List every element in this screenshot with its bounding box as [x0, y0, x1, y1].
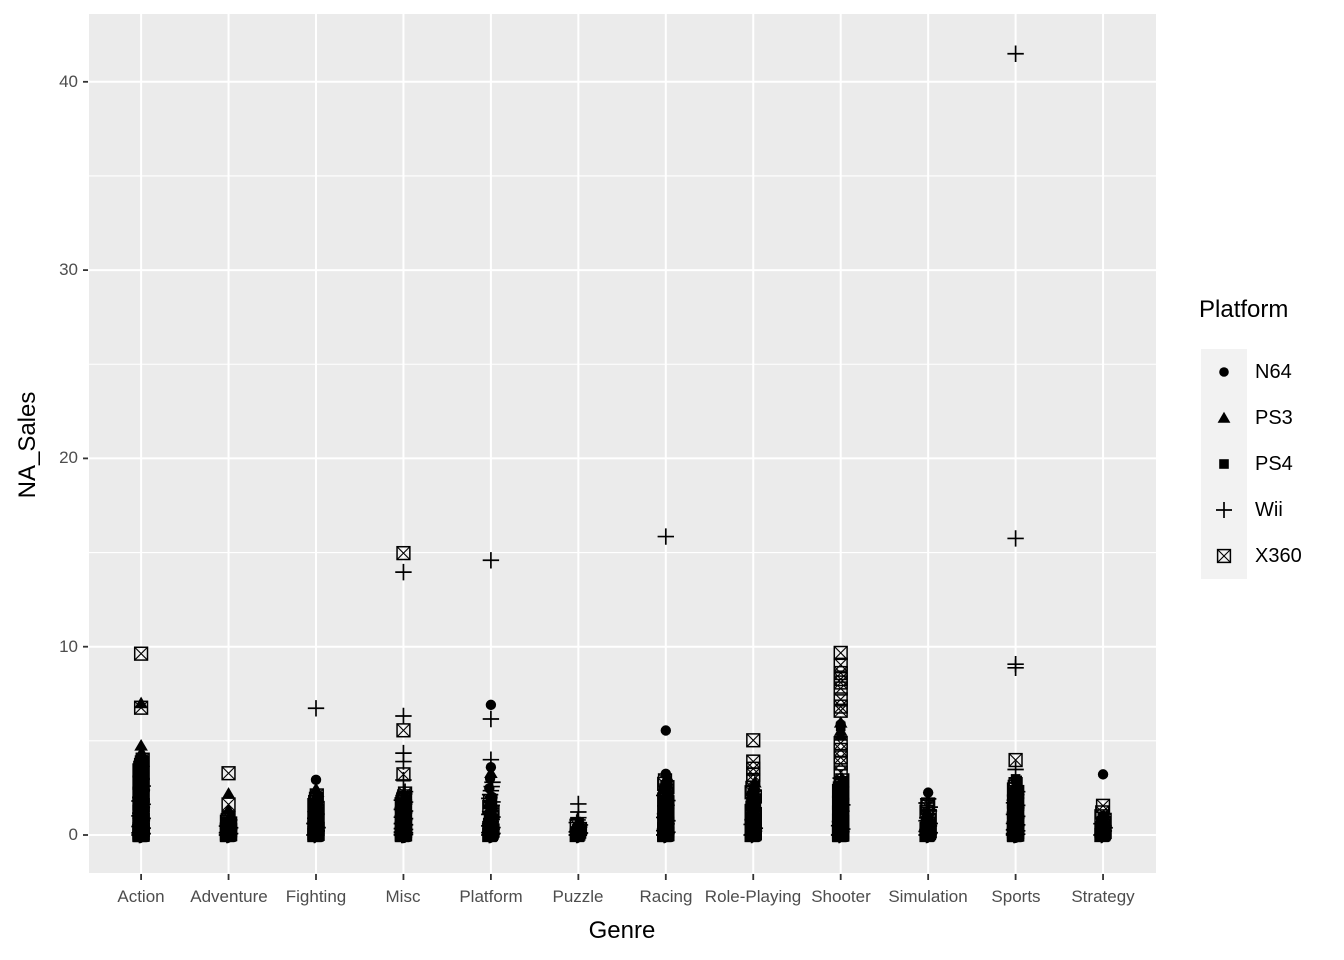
x-tick-label-racing: Racing: [639, 887, 693, 906]
legend-title: Platform: [1199, 296, 1289, 323]
legend-entry-ps3: PS3: [1201, 395, 1344, 441]
legend-entry-wii: Wii: [1201, 487, 1344, 533]
circle-icon: [1201, 349, 1247, 395]
x-tick-label-action: Action: [117, 887, 165, 906]
legend-label: PS4: [1255, 453, 1293, 475]
x-axis-title: Genre: [588, 917, 656, 944]
plus-icon: [1201, 487, 1247, 533]
x-tick-label-role-playing: Role-Playing: [704, 887, 802, 906]
x-tick-label-strategy: Strategy: [1071, 887, 1135, 906]
legend-label: PS3: [1255, 407, 1293, 429]
x-tick-label-misc: Misc: [385, 887, 421, 906]
legend-entry-x360: X360: [1201, 533, 1344, 579]
legend-label: N64: [1255, 361, 1292, 383]
x-tick-label-adventure: Adventure: [190, 887, 268, 906]
triangle-icon: [1201, 395, 1247, 441]
x-tick-label-fighting: Fighting: [285, 887, 347, 906]
legend-keys: N64 PS3 PS4 Wii X360: [1201, 349, 1344, 579]
y-axis-title: NA_Sales: [14, 391, 41, 499]
x-tick-label-simulation: Simulation: [888, 887, 968, 906]
x-tick-label-puzzle: Puzzle: [552, 887, 604, 906]
boxed-x-icon: [1201, 533, 1247, 579]
legend-label: X360: [1255, 545, 1302, 567]
legend-label: Wii: [1255, 499, 1283, 521]
legend-entry-ps4: PS4: [1201, 441, 1344, 487]
x-tick-label-platform: Platform: [459, 887, 523, 906]
y-tick-label-10: 10: [59, 637, 78, 656]
square-icon: [1201, 441, 1247, 487]
legend-entry-n64: N64: [1201, 349, 1344, 395]
y-tick-label-0: 0: [68, 825, 78, 844]
y-tick-label-40: 40: [59, 72, 78, 91]
y-tick-label-20: 20: [59, 448, 78, 467]
y-tick-label-30: 30: [59, 260, 78, 279]
x-tick-label-sports: Sports: [991, 887, 1041, 906]
x-tick-label-shooter: Shooter: [811, 887, 871, 906]
